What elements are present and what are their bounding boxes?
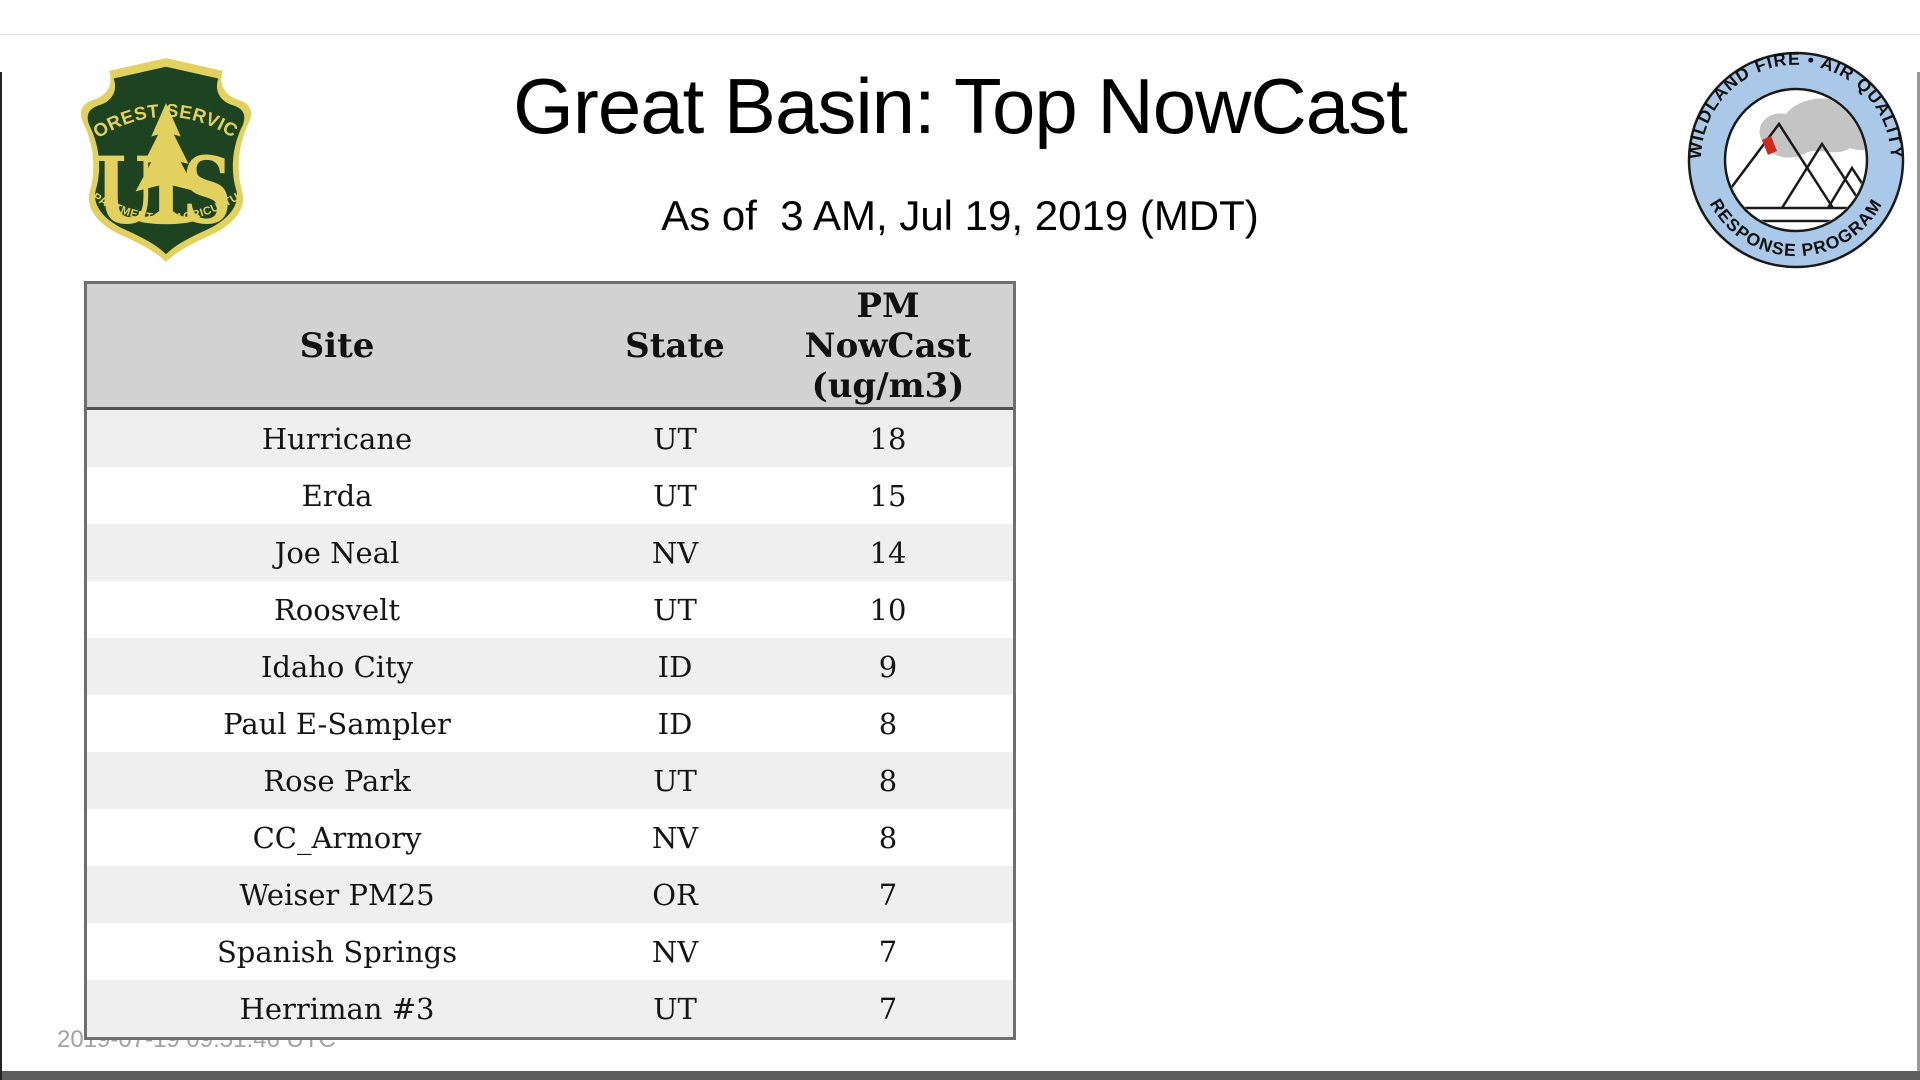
cell-site: Weiser PM25 <box>87 866 588 923</box>
air-quality-program-logo-icon: WILDLAND FIRE • AIR QUALITY RESPONSE PRO… <box>1686 50 1906 269</box>
table-header-row: Site State PM NowCast (ug/m3) <box>87 284 1013 410</box>
cell-site: Spanish Springs <box>87 923 588 980</box>
table-row: CC_Armory NV 8 <box>87 809 1013 866</box>
cell-site: CC_Armory <box>87 809 588 866</box>
flame-icon <box>1762 136 1777 155</box>
cell-state: UT <box>587 467 763 524</box>
nowcast-table: Site State PM NowCast (ug/m3) Hurricane U… <box>84 281 1016 1040</box>
pm-header-line-1: PM <box>856 285 920 326</box>
cell-value: 8 <box>762 695 1013 752</box>
cell-value: 10 <box>762 581 1013 638</box>
cell-state: UT <box>587 408 763 467</box>
cell-state: ID <box>587 638 763 695</box>
cell-state: NV <box>587 524 763 581</box>
forest-service-letter-s: S <box>182 138 232 245</box>
cell-site: Idaho City <box>87 638 588 695</box>
cell-value: 7 <box>762 866 1013 923</box>
cell-site: Joe Neal <box>87 524 588 581</box>
table-row: Idaho City ID 9 <box>87 638 1013 695</box>
cell-state: OR <box>587 866 763 923</box>
table-row: Joe Neal NV 14 <box>87 524 1013 581</box>
table-row: Rose Park UT 8 <box>87 752 1013 809</box>
cell-value: 7 <box>762 923 1013 980</box>
forest-service-logo-icon: FOREST SERVICE DEPARTMENT OF AGRICULTURE… <box>68 54 252 262</box>
cell-state: NV <box>587 809 763 866</box>
cell-value: 18 <box>762 408 1013 467</box>
window-right-edge <box>1917 72 1920 1080</box>
cell-state: UT <box>587 581 763 638</box>
cell-site: Hurricane <box>87 408 588 467</box>
cell-site: Roosvelt <box>87 581 588 638</box>
cell-site: Paul E-Sampler <box>87 695 588 752</box>
pine-tree-icon <box>135 103 197 217</box>
window-bottom-edge <box>0 1071 1920 1080</box>
mountain-right <box>1826 165 1866 209</box>
cell-state: ID <box>587 695 763 752</box>
cell-value: 8 <box>762 809 1013 866</box>
cell-state: NV <box>587 923 763 980</box>
cell-site: Erda <box>87 467 588 524</box>
table-row: Herriman #3 UT 7 <box>87 980 1013 1037</box>
table-row: Erda UT 15 <box>87 467 1013 524</box>
cell-site: Herriman #3 <box>87 980 588 1037</box>
cell-value: 7 <box>762 980 1013 1037</box>
cell-value: 8 <box>762 752 1013 809</box>
cell-state: UT <box>587 980 763 1037</box>
page-title: Great Basin: Top NowCast <box>513 62 1408 150</box>
col-header-state: State <box>587 284 763 410</box>
cell-value: 15 <box>762 467 1013 524</box>
mountains-icon <box>1726 121 1835 209</box>
window-top-edge <box>0 34 1920 35</box>
table-row: Weiser PM25 OR 7 <box>87 866 1013 923</box>
table-row: Spanish Springs NV 7 <box>87 923 1013 980</box>
table-body: Hurricane UT 18 Erda UT 15 Joe Neal NV 14 Roosvel… <box>87 408 1013 1037</box>
forest-service-letter-u: U <box>96 138 156 245</box>
cell-value: 14 <box>762 524 1013 581</box>
table-row: Hurricane UT 18 <box>87 408 1013 467</box>
cell-value: 9 <box>762 638 1013 695</box>
page-subtitle: As of 3 AM, Jul 19, 2019 (MDT) <box>661 192 1259 239</box>
window-left-edge <box>0 72 2 1080</box>
table-row: Roosvelt UT 10 <box>87 581 1013 638</box>
mountain-middle <box>1780 141 1866 209</box>
col-header-pm-nowcast: PM NowCast (ug/m3) <box>762 284 1013 410</box>
pm-header-line-2: NowCast <box>804 325 972 366</box>
tree-base <box>137 215 195 225</box>
col-header-site: Site <box>87 284 588 410</box>
cell-state: UT <box>587 752 763 809</box>
cell-site: Rose Park <box>87 752 588 809</box>
pm-header-line-3: (ug/m3) <box>811 365 965 406</box>
table-row: Paul E-Sampler ID 8 <box>87 695 1013 752</box>
